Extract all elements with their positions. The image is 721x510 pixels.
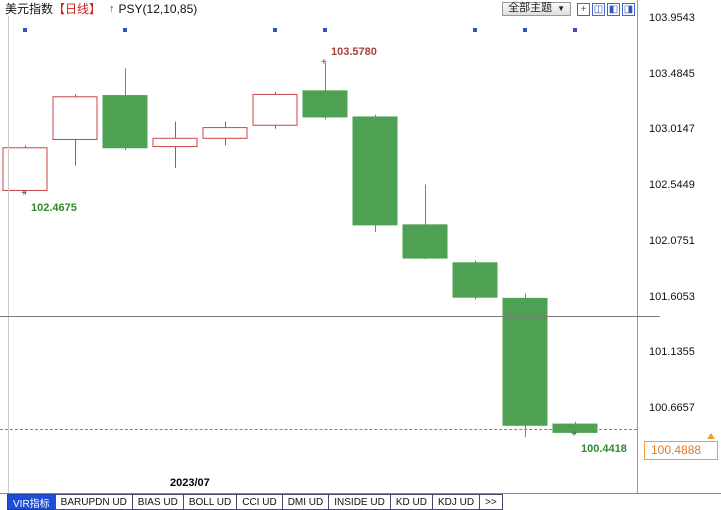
event-marker-dot xyxy=(273,28,277,32)
candle-body xyxy=(352,116,398,226)
theme-dropdown-button[interactable]: 全部主题 ▼ xyxy=(502,1,571,16)
chevron-down-icon: ▼ xyxy=(557,4,565,13)
event-marker-dot xyxy=(523,28,527,32)
reference-price-line xyxy=(0,316,660,318)
candle-body xyxy=(252,93,298,126)
candle-body xyxy=(552,423,598,433)
current-price-label: 100.4888 xyxy=(644,440,718,460)
indicator-arrow-icon: ↑ xyxy=(109,2,115,15)
candle-body xyxy=(102,95,148,149)
event-marker-dot xyxy=(123,28,127,32)
add-panel-icon[interactable]: + xyxy=(577,3,590,16)
layout-right-pane-icon[interactable]: ◨ xyxy=(622,3,635,16)
event-marker-dot xyxy=(473,28,477,32)
indicator-tab-inside[interactable]: INSIDE UD xyxy=(328,494,391,510)
candle-body xyxy=(2,147,48,191)
axis-tick-label: 103.4845 xyxy=(649,67,695,80)
indicator-tab-more[interactable]: >> xyxy=(479,494,503,510)
price-marker-cross-icon: + xyxy=(571,428,577,440)
indicator-tab-barupdn[interactable]: BARUPDN UD xyxy=(54,494,133,510)
price-marker-cross-icon: + xyxy=(321,56,327,68)
indicator-tab-dmi[interactable]: DMI UD xyxy=(281,494,330,510)
candle-body xyxy=(152,137,198,148)
axis-tick-label: 103.9543 xyxy=(649,12,695,24)
axis-tick-label: 102.5449 xyxy=(649,179,695,192)
indicator-tab-kdj[interactable]: KDJ UD xyxy=(431,494,481,510)
axis-tick-label: 100.6657 xyxy=(649,402,695,414)
chart-left-border xyxy=(8,16,9,493)
indicator-tab-cci[interactable]: CCI UD xyxy=(236,494,283,510)
axis-tick-label: 101.6053 xyxy=(649,290,695,303)
candle-body xyxy=(452,262,498,298)
indicator-tab-vir[interactable]: VIR指标 xyxy=(7,494,56,510)
axis-tick-label: 102.0751 xyxy=(649,234,695,247)
indicator-name: PSY(12,10,85) xyxy=(118,1,198,16)
candle-body xyxy=(502,297,548,426)
price-annotation: 100.4418 xyxy=(581,442,627,455)
header-right-controls: 全部主题 ▼ + ◫ ◧ ◨ xyxy=(502,1,637,16)
candle-body xyxy=(302,90,348,118)
event-marker-dot xyxy=(23,28,27,32)
layout-left-pane-icon[interactable]: ◧ xyxy=(607,3,620,16)
event-marker-dot xyxy=(323,28,327,32)
price-annotation: 102.4675 xyxy=(31,202,77,215)
indicator-tab-bar: VIR指标 BARUPDN UD BIAS UD BOLL UD CCI UD DMI U… xyxy=(0,493,721,510)
symbol-name: 美元指数 xyxy=(5,2,54,16)
candle-body xyxy=(402,224,448,259)
price-marker-cross-icon: + xyxy=(21,188,27,200)
price-axis: 103.9543 103.4845 103.0147 102.5449 102.0751… xyxy=(637,0,721,493)
candlestick-chart[interactable]: 2023/07 +103.5780 +102.4675 +100.4418 xyxy=(0,0,637,493)
candlestick-canvas[interactable] xyxy=(0,0,637,493)
x-axis-month-label: 2023/07 xyxy=(170,477,210,489)
current-price-arrow-icon xyxy=(707,432,715,439)
period-label: 【日线】 xyxy=(53,2,102,16)
header-icon-group: + ◫ ◧ ◨ xyxy=(575,1,635,16)
indicator-tab-bias[interactable]: BIAS UD xyxy=(131,494,184,510)
event-marker-dot xyxy=(573,28,577,32)
candle-body xyxy=(202,127,248,139)
price-annotation: 103.5780 xyxy=(331,45,377,58)
indicator-tab-kd[interactable]: KD UD xyxy=(389,494,433,510)
theme-dropdown-label: 全部主题 xyxy=(508,2,553,14)
axis-tick-label: 101.1355 xyxy=(649,346,695,359)
indicator-tab-boll[interactable]: BOLL UD xyxy=(182,494,238,510)
axis-tick-label: 103.0147 xyxy=(649,123,695,136)
candle-body xyxy=(52,96,98,140)
layout-columns-icon[interactable]: ◫ xyxy=(592,3,605,16)
chart-header-bar: 美元指数 【日线】 ↑ PSY(12,10,85) 全部主题 ▼ + ◫ ◧ ◨ xyxy=(0,0,637,17)
current-price-dashed-line xyxy=(0,428,637,430)
